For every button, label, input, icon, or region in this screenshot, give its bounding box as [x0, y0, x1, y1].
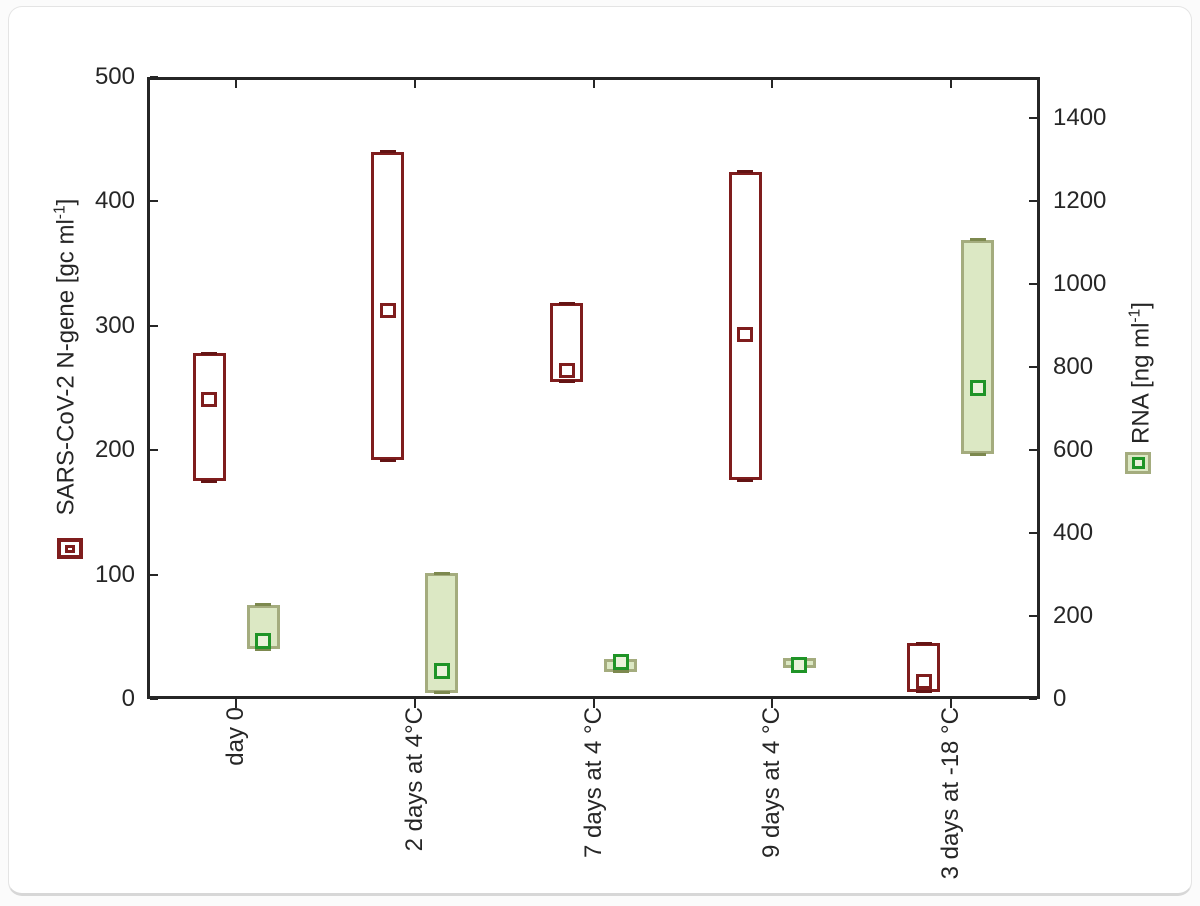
right-axis-title: RNA [ng ml-1]	[1127, 302, 1156, 444]
rna-box	[961, 239, 995, 455]
left-axis-tick-label: 200	[94, 436, 135, 464]
right-axis-tick-label: 0	[1053, 685, 1067, 712]
left-axis-tick	[150, 449, 158, 452]
ngene-whisker-cap	[558, 380, 575, 384]
ngene-whisker-cap	[558, 301, 575, 305]
rna-whisker-cap	[969, 238, 986, 242]
ngene-whisker-cap	[379, 150, 396, 154]
ngene-whisker-cap	[915, 690, 932, 694]
ngene-mean-marker	[915, 673, 932, 689]
left-axis-tick	[150, 76, 158, 78]
ngene-mean-marker	[201, 392, 218, 408]
left-axis-tick	[150, 573, 158, 576]
right-axis-tick-label: 1200	[1053, 187, 1107, 215]
ngene-legend-marker-inner-icon	[65, 544, 75, 553]
right-axis-tick	[1029, 366, 1037, 369]
rna-whisker-cap	[255, 647, 272, 651]
rna-mean-marker	[255, 632, 272, 649]
right-axis-title-sup: -1	[1126, 308, 1144, 323]
right-axis-tick	[1029, 449, 1037, 452]
left-axis-tick-label: 500	[94, 63, 135, 90]
right-axis-tick-label: 1000	[1053, 270, 1107, 298]
left-axis-tick-label: 300	[94, 311, 135, 339]
right-axis-tick	[1029, 283, 1037, 286]
plot-area	[147, 77, 1040, 699]
ngene-box	[192, 353, 226, 482]
ngene-mean-marker	[737, 326, 754, 342]
rna-whisker-cap	[255, 603, 272, 607]
ngene-mean-marker	[558, 362, 575, 378]
ngene-box	[728, 171, 762, 481]
rna-whisker-cap	[433, 571, 450, 575]
right-axis-tick	[1029, 615, 1037, 618]
left-axis-tick	[150, 324, 158, 327]
rna-mean-marker	[969, 380, 986, 396]
left-axis-tick-label: 100	[94, 560, 135, 588]
rna-mean-marker	[433, 662, 450, 679]
x-axis-tick-top	[592, 80, 595, 88]
rna-legend-marker-inner-icon	[1131, 457, 1145, 469]
right-axis-tick	[1029, 532, 1037, 535]
left-axis-title-text: SARS-CoV-2 N-gene [gc ml	[52, 219, 80, 516]
ngene-whisker-cap	[737, 478, 754, 482]
x-axis-tick-bottom	[771, 699, 774, 708]
ngene-whisker-cap	[201, 479, 218, 483]
ngene-box	[371, 151, 405, 461]
x-category-label: 7 days at 4 °C	[579, 707, 607, 859]
ngene-whisker-cap	[737, 170, 754, 174]
x-category-label: day 0	[222, 707, 250, 766]
x-category-label: 2 days at 4°C	[400, 707, 428, 852]
right-axis-tick	[1029, 200, 1037, 203]
left-axis-tick	[150, 200, 158, 203]
ngene-whisker-cap	[915, 641, 932, 645]
ngene-mean-marker	[379, 302, 396, 318]
right-axis-tick-label: 400	[1053, 519, 1094, 547]
rna-mean-marker	[612, 654, 629, 671]
x-axis-tick-top	[413, 80, 416, 88]
rna-whisker-cap	[969, 452, 986, 456]
left-axis-tick-label: 400	[94, 187, 135, 215]
x-axis-tick-top	[771, 80, 774, 88]
x-category-label: 9 days at 4 °C	[758, 707, 786, 859]
ngene-legend-marker-icon	[57, 538, 83, 559]
right-axis-title-text: RNA [ng ml	[1127, 322, 1155, 444]
right-axis-tick-label: 1400	[1053, 104, 1107, 132]
ngene-whisker-cap	[379, 458, 396, 462]
rna-mean-marker	[791, 656, 808, 673]
left-axis-tick	[150, 698, 158, 700]
x-category-label: 3 days at -18 °C	[936, 707, 964, 880]
x-axis-tick-bottom	[592, 699, 595, 708]
right-axis-tick-label: 800	[1053, 353, 1094, 381]
x-axis-tick-top	[235, 80, 238, 88]
right-axis-tick-label: 600	[1053, 436, 1094, 464]
x-axis-tick-bottom	[235, 699, 238, 708]
rna-legend-marker-icon	[1125, 452, 1151, 474]
x-axis-tick-bottom	[949, 699, 952, 708]
left-axis-title: SARS-CoV-2 N-gene [gc ml-1]	[52, 199, 81, 516]
x-axis-tick-top	[949, 80, 952, 88]
left-axis-tick-label: 0	[121, 685, 135, 712]
right-axis-title-suffix: ]	[1127, 302, 1155, 309]
right-axis-tick-label: 200	[1053, 602, 1094, 630]
rna-whisker-cap	[612, 670, 629, 674]
rna-whisker-cap	[433, 691, 450, 695]
ngene-whisker-cap	[201, 351, 218, 355]
right-axis-tick	[1029, 117, 1037, 120]
x-axis-tick-bottom	[413, 699, 416, 708]
right-axis-tick	[1029, 698, 1037, 700]
